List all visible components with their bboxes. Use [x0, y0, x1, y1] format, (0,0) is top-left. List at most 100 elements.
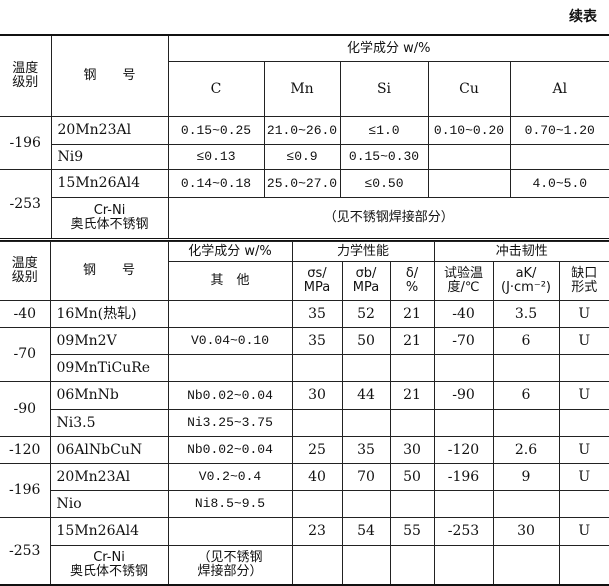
sb-cell — [341, 409, 391, 437]
d-cell: 21 — [389, 381, 435, 410]
notch-cell: U — [558, 327, 609, 355]
value-cell: ≤0.9 — [263, 144, 341, 170]
delta-header: δ/ % — [389, 261, 435, 301]
tt-cell — [433, 545, 494, 586]
d-cell: 21 — [389, 327, 435, 355]
steel-grade-cell: Cr-Ni 奥氏体不锈钢 — [51, 197, 169, 240]
ak-cell: 9 — [492, 463, 560, 491]
value-cell: 0.70~1.20 — [509, 116, 609, 145]
table-row: -90 06MnNb Nb0.02~0.04 30 44 21 -90 6 U — [0, 381, 609, 437]
ss-cell: 40 — [291, 463, 343, 491]
element-header: C — [168, 61, 265, 117]
temp-grade-cell: -253 — [0, 517, 51, 586]
ak-cell — [492, 354, 560, 382]
table-row: -120 06AlNbCuN Nb0.02~0.04 25 35 30 -120 2.6 U — [0, 436, 609, 464]
other-elements-cell: V0.2~0.4 — [167, 463, 293, 491]
ss-cell — [291, 490, 343, 518]
header-row: 温度 级别钢 号化学成分 w/% — [0, 34, 609, 117]
temp-grade-cell: -70 — [0, 327, 51, 382]
table-row: -253 15Mn26Al4 0.14~0.18 25.0~27.0 ≤0.50 4.0~… — [0, 169, 609, 240]
sb-cell: 44 — [341, 381, 391, 410]
table-row: -40 16Mn(热轧) 35 52 21 -40 3.5 U — [0, 300, 609, 328]
d-cell: 50 — [389, 463, 435, 491]
temp-grade-cell: -196 — [0, 463, 51, 518]
ss-cell: 30 — [291, 381, 343, 410]
temp-grade-header: 温度 级别 — [0, 241, 51, 301]
value-cell — [427, 144, 511, 170]
notch-cell: U — [558, 436, 609, 464]
ss-cell: 35 — [291, 327, 343, 355]
value-cell: 25.0~27.0 — [263, 169, 341, 198]
table-row: -196 20Mn23Al V0.2~0.4 40 70 50 -196 9 U — [0, 463, 609, 518]
tt-cell: -120 — [433, 436, 494, 464]
element-header: Al — [509, 61, 609, 117]
steel-grade-cell: 06AlNbCuN — [49, 436, 169, 464]
note-cell: （见不锈钢焊接部分） — [167, 197, 609, 240]
temp-grade-cell: -253 — [0, 169, 52, 240]
other-elements-cell: Ni8.5~9.5 — [167, 490, 293, 518]
table-row: Nio Ni8.5~9.5 — [0, 490, 609, 518]
sigma-b-header: σb/ MPa — [341, 261, 391, 301]
sb-cell: 52 — [341, 300, 391, 328]
other-elements-cell — [167, 354, 293, 382]
sb-cell — [341, 354, 391, 382]
table-row: Cr-Ni 奥氏体不锈钢 （见不锈钢 焊接部分） — [0, 545, 609, 586]
d-cell — [389, 409, 435, 437]
value-cell: 4.0~5.0 — [509, 169, 609, 198]
notch-cell — [558, 545, 609, 586]
temp-grade-cell: -120 — [0, 436, 51, 464]
notch-cell: U — [558, 300, 609, 328]
element-header: Mn — [263, 61, 341, 117]
other-elements-cell: Ni3.25~3.75 — [167, 409, 293, 437]
table-row: -70 09Mn2V V0.04~0.10 35 50 21 -70 6 U — [0, 327, 609, 382]
other-elements-cell — [167, 300, 293, 328]
tt-cell — [433, 409, 494, 437]
notch-cell — [558, 409, 609, 437]
other-elements-cell: （见不锈钢 焊接部分） — [167, 545, 293, 586]
d-cell — [389, 354, 435, 382]
steel-grade-cell: Cr-Ni 奥氏体不锈钢 — [50, 545, 169, 586]
tt-cell: -70 — [433, 327, 494, 355]
ak-header: aK/ (J·cm⁻²) — [492, 261, 560, 301]
element-header: Cu — [427, 61, 511, 117]
table-row: Cr-Ni 奥氏体不锈钢 （见不锈钢焊接部分） — [0, 197, 609, 240]
chem-composition-header: 化学成分 w/% — [167, 34, 609, 62]
value-cell: 21.0~26.0 — [263, 116, 341, 145]
ss-cell: 25 — [291, 436, 343, 464]
element-header: Si — [339, 61, 429, 117]
ak-cell — [492, 545, 560, 586]
chem-composition-header: 化学成分 w/% — [167, 241, 293, 262]
chem-other-header: 其 他 — [168, 261, 293, 301]
sigma-s-header: σs/ MPa — [291, 261, 343, 301]
ak-cell — [492, 409, 560, 437]
steel-grade-cell: 06MnNb — [49, 381, 169, 410]
sb-cell: 35 — [341, 436, 391, 464]
notch-cell — [558, 354, 609, 382]
sb-cell: 70 — [341, 463, 391, 491]
other-elements-cell: Nb0.02~0.04 — [167, 381, 293, 410]
other-elements-cell — [167, 517, 293, 546]
ss-cell — [291, 354, 343, 382]
ak-cell: 3.5 — [492, 300, 560, 328]
value-cell: ≤0.13 — [167, 144, 265, 170]
d-cell: 30 — [389, 436, 435, 464]
sb-cell — [341, 545, 391, 586]
temp-grade-cell: -90 — [0, 381, 51, 437]
steel-grade-cell: Ni9 — [51, 144, 169, 170]
temp-grade-header: 温度 级别 — [0, 34, 52, 117]
steel-grade-header: 钢 号 — [49, 241, 169, 301]
steel-grade-cell: 20Mn23Al — [50, 116, 169, 145]
notch-cell: U — [558, 463, 609, 491]
ss-cell: 35 — [291, 300, 343, 328]
tt-cell: -40 — [433, 300, 494, 328]
header-row: 其 他 σs/ MPa σb/ MPa δ/ % 试验温 度/℃ aK/ (J·cm⁻²)… — [0, 261, 609, 301]
ss-cell: 23 — [291, 517, 343, 546]
chemical-composition-table: 温度 级别钢 号化学成分 w/% C Mn Si Cu Al -196 20Mn23Al 0.1… — [0, 34, 609, 241]
notch-cell — [558, 490, 609, 518]
test-temp-header: 试验温 度/℃ — [433, 261, 494, 301]
ss-cell — [291, 409, 343, 437]
tt-cell: -253 — [433, 517, 494, 546]
value-cell — [509, 144, 609, 170]
other-elements-cell: Nb0.02~0.04 — [167, 436, 293, 464]
